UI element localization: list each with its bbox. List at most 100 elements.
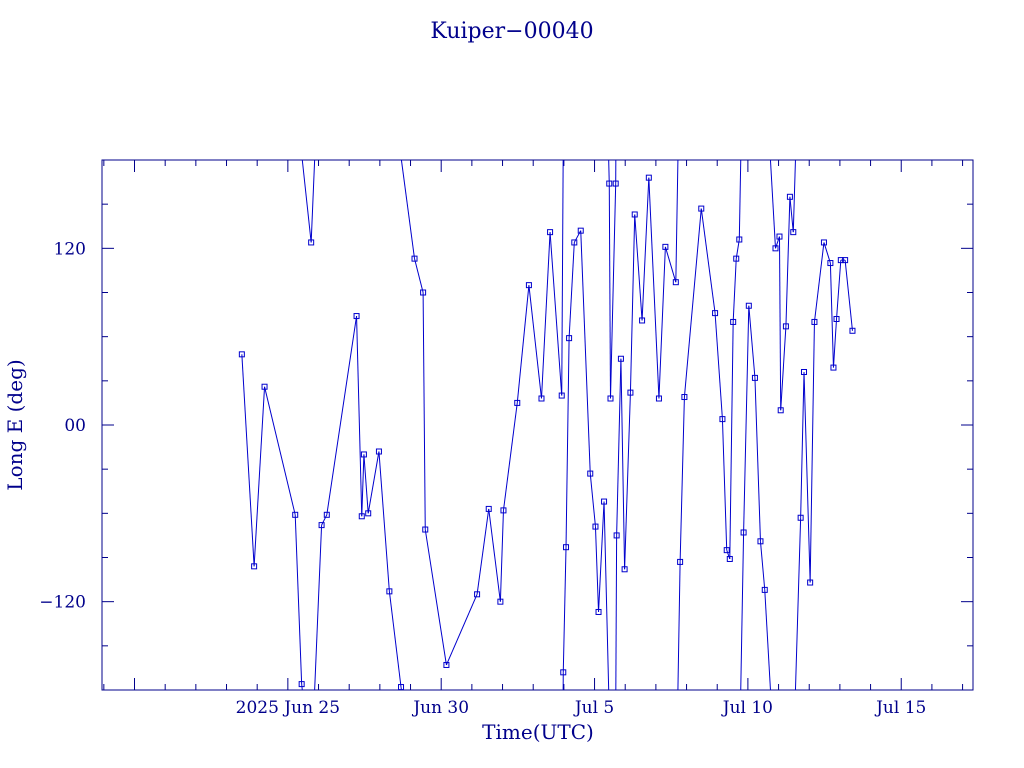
series-line-segment [664,246,677,283]
series-line-segment [301,159,312,243]
series-line-segment [568,242,575,339]
series-line-segment [658,246,666,399]
series-line-segment [729,321,734,559]
chart-title: Kuiper−00040 [430,19,593,44]
series-line-segment [794,517,802,691]
series-line-segment [769,159,776,249]
series-line-segment [624,392,631,570]
axis-ticks [102,160,973,690]
series-line-segment [754,377,761,542]
data-point [353,313,360,320]
series-line-segment [609,183,617,399]
series-line-segment [608,183,611,399]
series-line-segment [748,305,756,378]
series-line-segment [735,239,740,259]
data-point [672,279,679,286]
data-point [751,374,758,381]
data-point [398,684,405,691]
data-point [772,245,779,252]
x-axis-label: Time(UTC) [482,720,594,744]
data-point [757,538,764,545]
series-line-segment [809,321,815,583]
series-line-segment [813,242,825,323]
series-line-segment [388,591,402,688]
series-line-segment [641,177,650,321]
series-line-segment [634,214,643,321]
data-point [730,318,737,325]
data-point [745,302,752,309]
data-point [485,505,492,512]
data-point [601,498,608,505]
series-line-segment [792,159,796,233]
data-point [837,257,844,264]
series-line-segment [738,159,742,240]
data-point [617,355,624,362]
data-point [443,661,450,668]
data-point [723,547,730,554]
series-line-segment [608,159,610,184]
data-point [547,229,554,236]
data-point [712,310,719,317]
y-tick-label: −120 [39,593,86,613]
data-point [560,669,567,676]
x-tick-label: Jul 10 [721,698,773,718]
data-point [811,318,818,325]
data-point [514,399,521,406]
data-point [238,351,245,358]
series-line-segment [424,529,447,666]
series-line-segment [683,208,702,398]
series-line-segment [321,514,328,526]
data-point [849,327,856,334]
data-point [740,529,747,536]
data-point [733,255,740,262]
series-line-segment [565,338,570,548]
data-point [801,369,808,375]
data-point [681,394,688,401]
series-line-segment [549,232,563,396]
series-line-segment [836,260,842,320]
x-tick-label: Jul 15 [874,698,926,718]
series-line-segment [743,305,750,533]
series-line-segment [679,397,685,562]
series-line-segment [726,549,731,560]
data-point [538,395,545,402]
series-line-segment [516,285,530,403]
x-tick-label: 2025 Jun 25 [236,698,340,718]
series-line-segment [629,214,636,393]
data-point [645,174,652,181]
series-line-segment [361,454,365,517]
data-point [830,364,837,371]
series-line-segment [326,315,358,515]
data-point [777,407,784,414]
series-line-segment [594,526,600,612]
series-line-segment [775,236,780,249]
data-point [525,282,532,289]
series-line-segment [422,292,426,530]
series-line-segment [714,313,723,420]
series-line-segment [759,541,766,590]
data-point [577,227,584,234]
data-point [776,233,783,240]
series-line-segment [400,159,416,259]
series-layer [238,159,856,691]
data-point [587,470,594,477]
series-line-segment [803,371,811,583]
data-point [422,526,429,533]
series-line-segment [789,196,794,233]
series-line-segment [832,318,838,368]
data-point [790,229,797,236]
series-line-segment [829,263,834,368]
data-point [566,335,573,342]
series-line-segment [700,208,716,314]
data-point [323,511,330,518]
data-point [842,257,849,264]
data-point [500,507,507,514]
series-line-segment [778,236,782,411]
data-point [797,514,804,521]
data-point [474,591,481,598]
y-tick-labels: −120 00 120 [39,239,86,612]
data-point [613,532,620,539]
data-point [411,255,418,262]
series-line-segment [356,316,363,517]
